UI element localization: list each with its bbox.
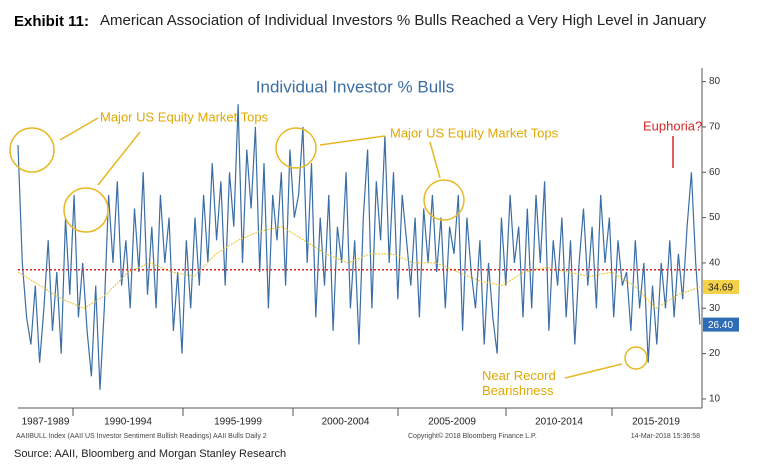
x-tick-label: 2010-2014 xyxy=(535,417,583,428)
footer-mid: Copyright© 2018 Bloomberg Finance L.P. xyxy=(408,432,537,440)
end-value-label: 34.69 xyxy=(708,283,733,294)
plot-title: Individual Investor % Bulls xyxy=(256,77,454,96)
exhibit: Exhibit 11: xyxy=(14,13,89,30)
arrow xyxy=(97,131,141,186)
circle xyxy=(63,187,109,233)
annotation: Major US Equity Market Tops xyxy=(100,109,269,124)
footer-left: AAIIBULL Index (AAII US Investor Sentime… xyxy=(16,433,267,440)
end-value-box xyxy=(703,317,739,332)
x-tick-label: 2000-2004 xyxy=(322,417,370,428)
y-tick-label: 60 xyxy=(709,167,721,178)
x-tick-label: 1987-1989 xyxy=(22,417,70,428)
series-line xyxy=(17,104,701,390)
source: Source: AAII, Bloomberg and Morgan Stanl… xyxy=(14,448,286,460)
y-tick-label: 70 xyxy=(709,122,721,133)
annotation-shapes xyxy=(9,117,648,379)
x-tick-label: 2005-2009 xyxy=(428,417,476,428)
y-tick-label: 40 xyxy=(709,258,721,269)
chart-title: American Association of Individual Inves… xyxy=(100,12,707,29)
y-tick-label: 80 xyxy=(709,76,721,87)
arrow xyxy=(429,141,441,179)
y-tick-label: 50 xyxy=(709,212,721,223)
end-value-label: 26.40 xyxy=(708,320,733,331)
arrow xyxy=(564,363,623,379)
circle xyxy=(9,127,55,173)
chart-header: Exhibit 11: xyxy=(14,13,89,30)
x-tick-label: 1995-1999 xyxy=(214,417,262,428)
arrow xyxy=(319,135,386,146)
y-tick-label: 20 xyxy=(709,348,721,359)
circle xyxy=(624,346,648,370)
circle xyxy=(423,179,465,221)
arrow xyxy=(59,117,99,141)
y-tick-label: 30 xyxy=(709,303,721,314)
annotation: Euphoria? xyxy=(643,118,702,133)
x-tick-label: 1990-1994 xyxy=(104,417,152,428)
end-value-box xyxy=(703,280,739,295)
circle xyxy=(275,127,317,169)
annotation-box: Near Record Bearishness xyxy=(482,368,556,398)
y-tick-label: 10 xyxy=(709,394,721,405)
annotation: Near Record Bearishness xyxy=(482,368,556,398)
footer-right: 14-Mar-2018 15:36:58 xyxy=(631,433,700,440)
title-box: American Association of Individual Inves… xyxy=(100,12,707,29)
x-tick-label: 2015-2019 xyxy=(632,417,680,428)
annotation: Major US Equity Market Tops xyxy=(390,125,559,140)
